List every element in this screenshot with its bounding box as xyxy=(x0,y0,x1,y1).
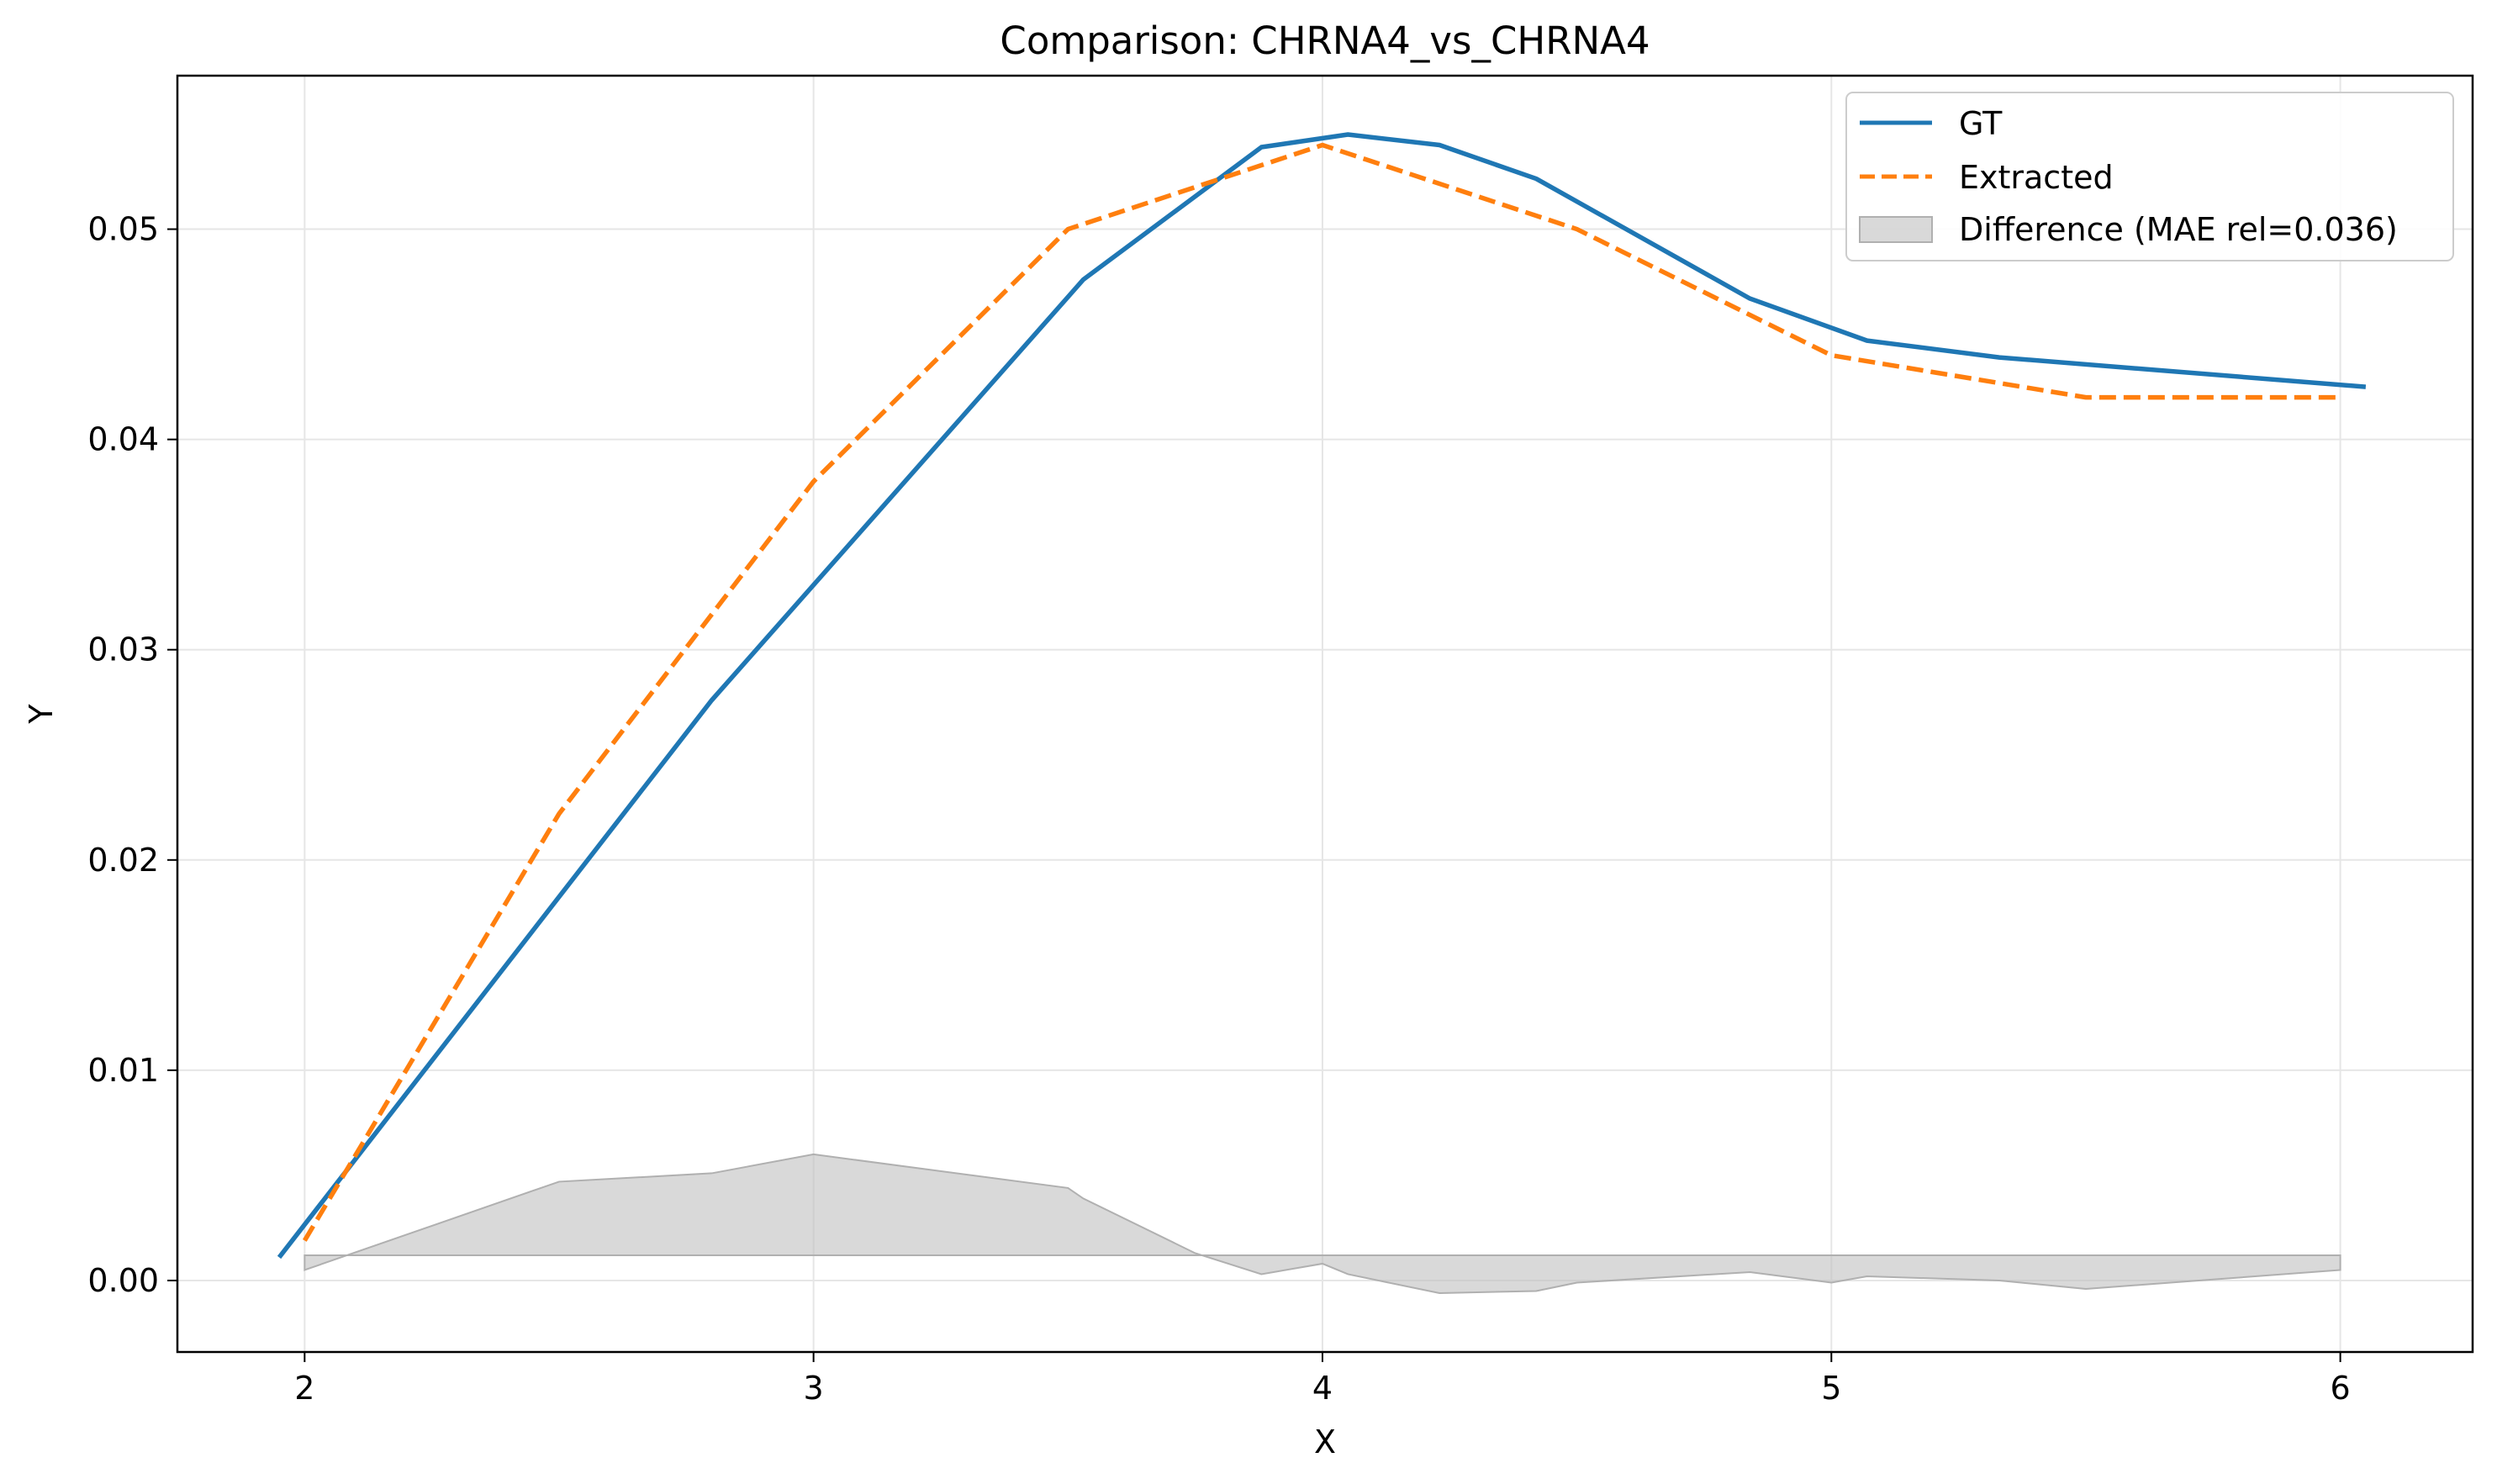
x-tick-label: 5 xyxy=(1821,1370,1841,1407)
y-tick-label: 0.01 xyxy=(87,1052,159,1089)
series-line-extracted xyxy=(302,142,2341,1242)
x-tick-label: 4 xyxy=(1312,1370,1333,1407)
legend-label-extracted: Extracted xyxy=(1959,159,2114,196)
series-layer xyxy=(277,132,2367,1260)
difference-area-layer xyxy=(304,1153,2341,1294)
y-axis-label: Y xyxy=(23,704,60,725)
x-tick-label: 6 xyxy=(2331,1370,2351,1407)
y-tick-label: 0.05 xyxy=(87,211,159,248)
x-axis: 2 3 4 5 6 xyxy=(294,1352,2351,1407)
y-tick-label: 0.00 xyxy=(87,1262,159,1299)
difference-area xyxy=(304,1153,2341,1294)
legend-label-gt: GT xyxy=(1959,105,2003,142)
y-tick-label: 0.04 xyxy=(87,421,159,458)
x-tick-label: 3 xyxy=(804,1370,824,1407)
legend-label-difference: Difference (MAE rel=0.036) xyxy=(1959,211,2398,248)
y-tick-label: 0.03 xyxy=(87,631,159,668)
legend-box xyxy=(1845,92,2454,261)
series-line-gt xyxy=(277,132,2367,1260)
plot-frame xyxy=(176,74,2474,1354)
y-axis: 0.00 0.01 0.02 0.03 0.04 0.05 xyxy=(87,211,177,1299)
legend: GT Extracted Difference (MAE rel=0.036) xyxy=(1845,92,2454,261)
legend-swatch-difference xyxy=(1859,216,1933,243)
y-tick-label: 0.02 xyxy=(87,842,159,879)
x-axis-label: X xyxy=(1314,1423,1336,1460)
grid xyxy=(177,76,2473,1352)
chart-title: Comparison: CHRNA4_vs_CHRNA4 xyxy=(1000,18,1650,63)
x-tick-label: 2 xyxy=(294,1370,314,1407)
